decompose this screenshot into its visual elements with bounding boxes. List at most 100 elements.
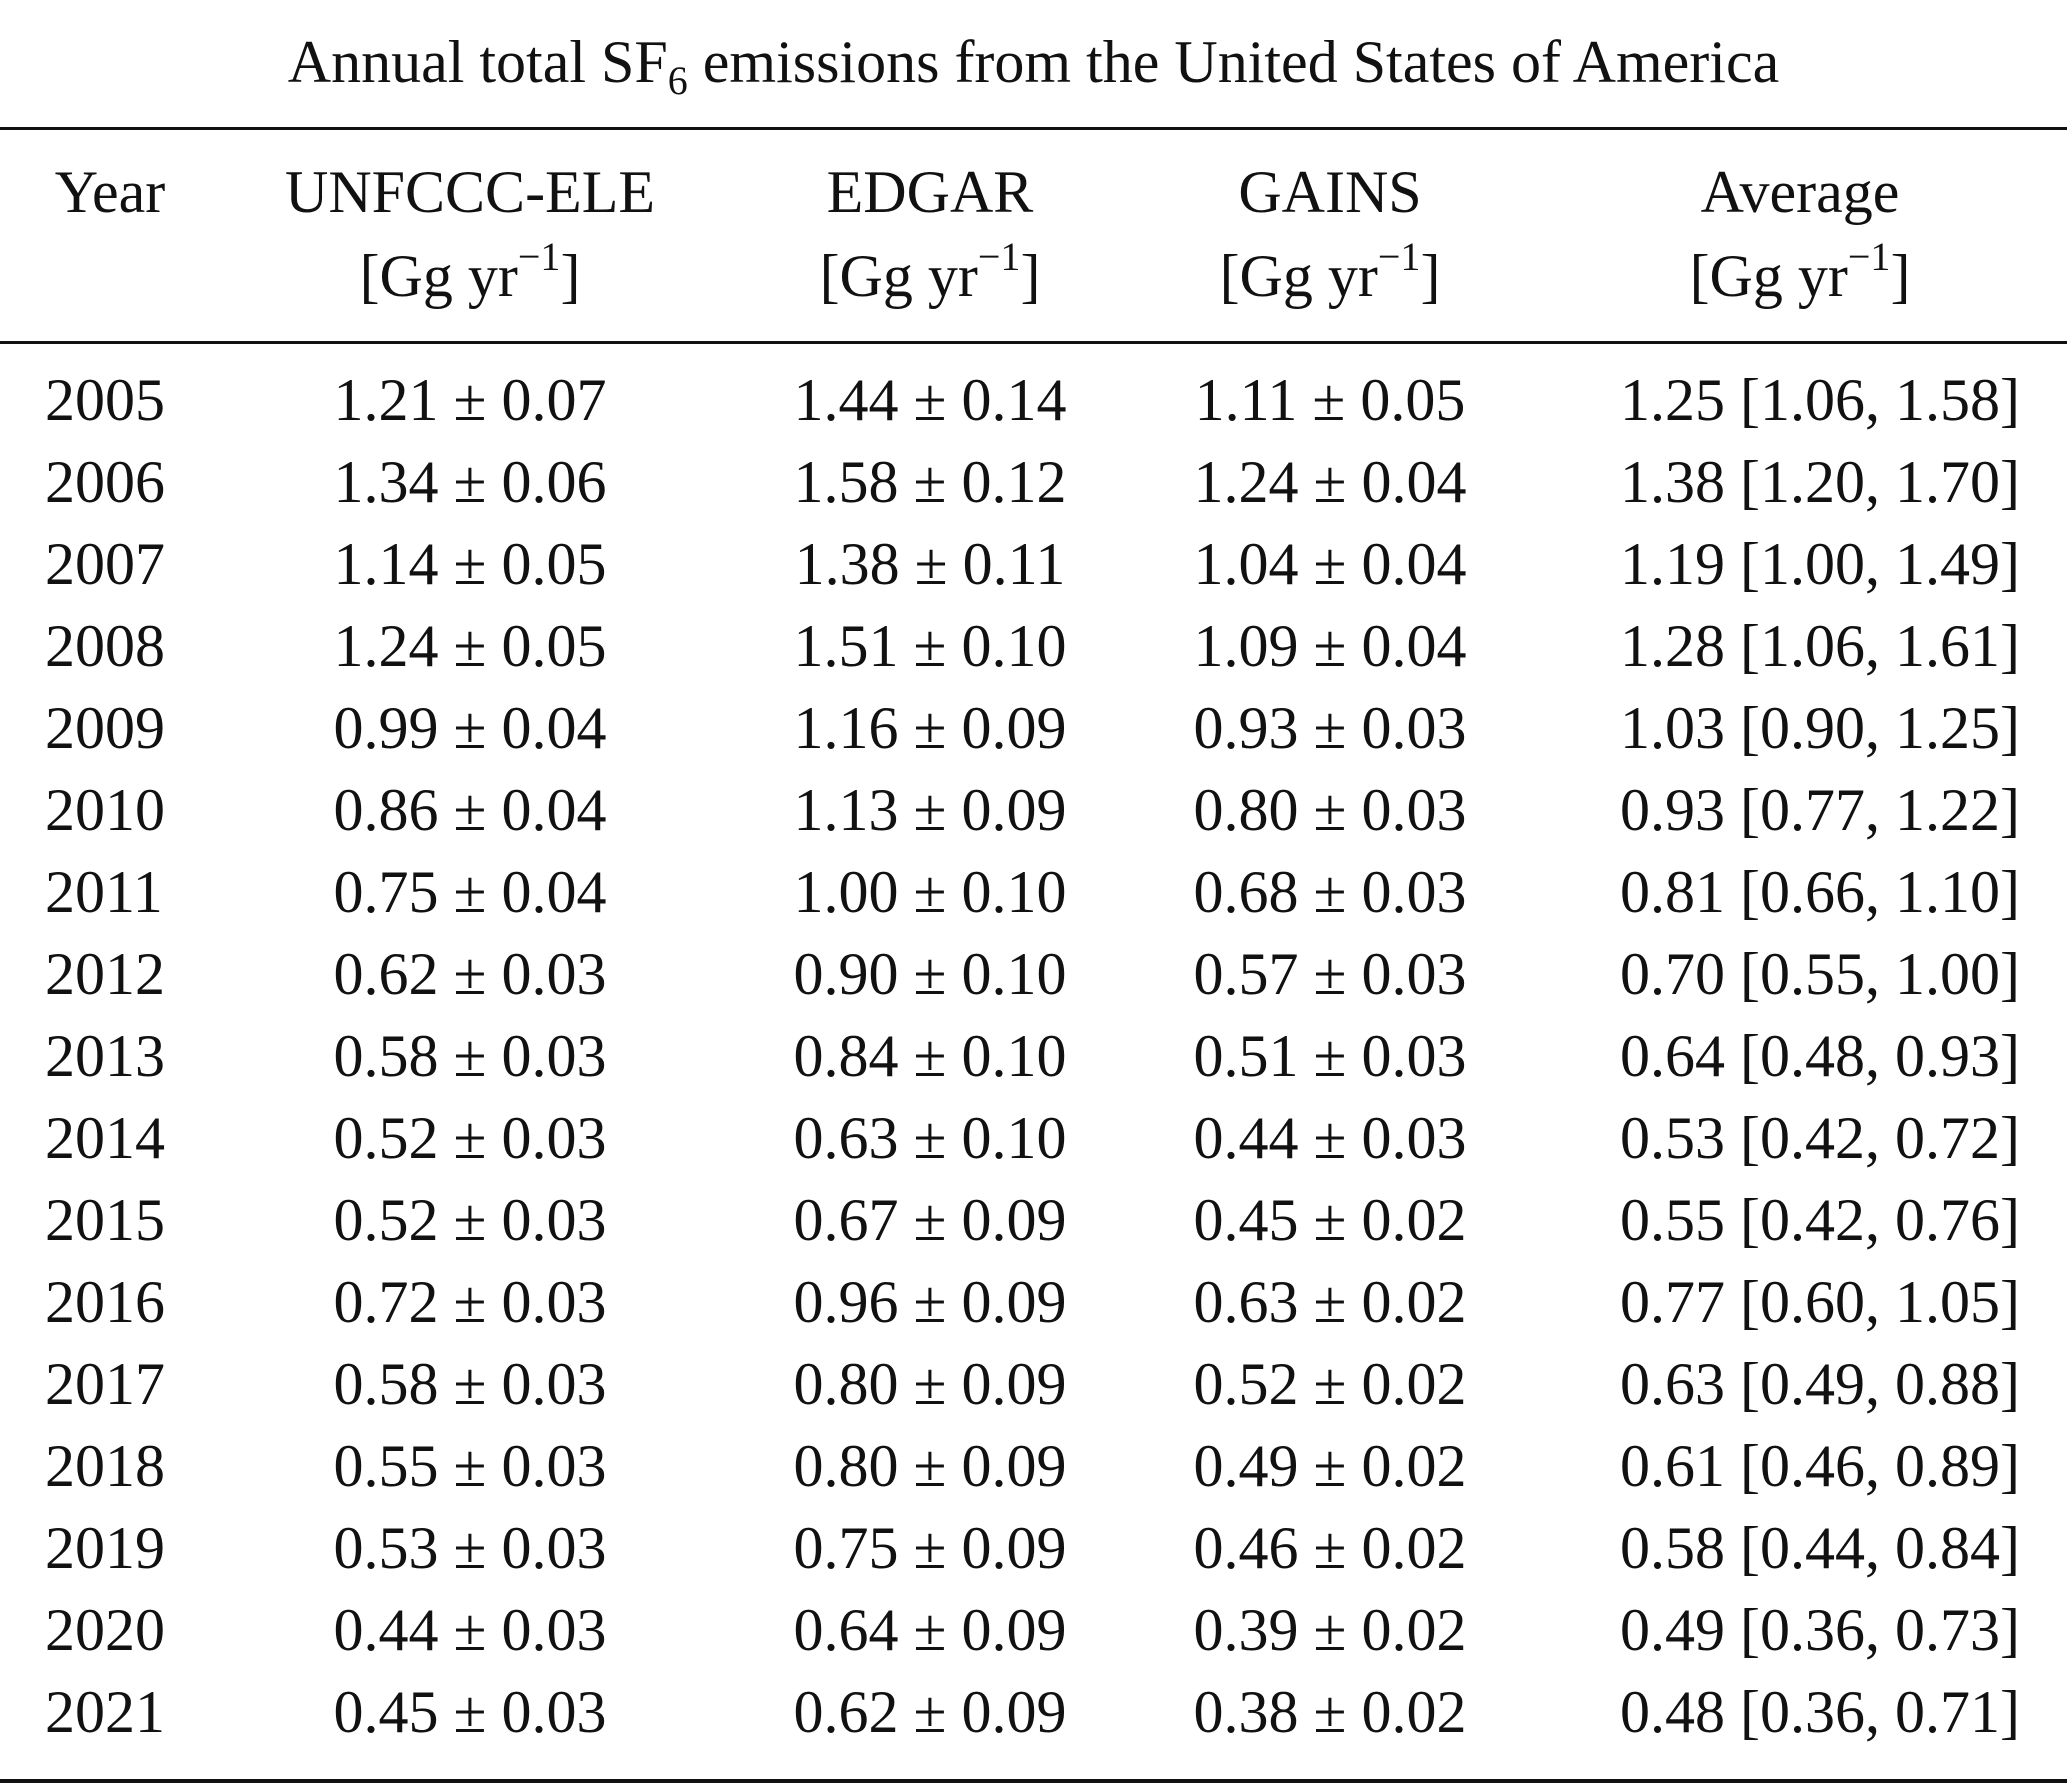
cell-year: 2019	[45, 1515, 165, 1581]
cell-year: 2012	[45, 941, 165, 1007]
cell-unfccc: 0.62 ± 0.03	[333, 941, 607, 1007]
table-row: 2005 1.21 ± 0.07 1.44 ± 0.14 1.11 ± 0.05 1.2…	[0, 359, 2067, 441]
cell-unfccc: 0.45 ± 0.03	[333, 1679, 607, 1745]
cell-unfccc: 0.55 ± 0.03	[333, 1433, 607, 1499]
cell-average: 1.28 [1.06, 1.61]	[1620, 613, 2020, 679]
table-row: 2009 0.99 ± 0.04 1.16 ± 0.09 0.93 ± 0.03 1.0…	[0, 687, 2067, 769]
header-gains-label: GAINS	[1238, 159, 1422, 225]
header-year: Year	[20, 150, 200, 234]
cell-gains: 1.11 ± 0.05	[1194, 367, 1466, 433]
cell-average: 1.38 [1.20, 1.70]	[1620, 449, 2020, 515]
table-row: 2008 1.24 ± 0.05 1.51 ± 0.10 1.09 ± 0.04 1.2…	[0, 605, 2067, 687]
header-unfccc-unit: [Gg yr−1]	[359, 234, 581, 310]
cell-gains: 0.44 ± 0.03	[1193, 1105, 1467, 1171]
cell-year: 2020	[45, 1597, 165, 1663]
cell-year: 2016	[45, 1269, 165, 1335]
cell-unfccc: 0.44 ± 0.03	[333, 1597, 607, 1663]
table-title: Annual total SF6 emissions from the Unit…	[0, 22, 2067, 102]
table-row: 2021 0.45 ± 0.03 0.62 ± 0.09 0.38 ± 0.02 0.4…	[0, 1671, 2067, 1753]
header-edgar-unit: [Gg yr−1]	[819, 234, 1041, 310]
cell-average: 0.93 [0.77, 1.22]	[1620, 777, 2020, 843]
cell-average: 0.53 [0.42, 0.72]	[1620, 1105, 2020, 1171]
cell-edgar: 0.84 ± 0.10	[793, 1023, 1067, 1089]
table-row: 2014 0.52 ± 0.03 0.63 ± 0.10 0.44 ± 0.03 0.5…	[0, 1097, 2067, 1179]
cell-unfccc: 0.58 ± 0.03	[333, 1351, 607, 1417]
table-row: 2006 1.34 ± 0.06 1.58 ± 0.12 1.24 ± 0.04 1.3…	[0, 441, 2067, 523]
header-year-label: Year	[54, 159, 166, 225]
cell-year: 2018	[45, 1433, 165, 1499]
cell-year: 2006	[45, 449, 165, 515]
table-row: 2020 0.44 ± 0.03 0.64 ± 0.09 0.39 ± 0.02 0.4…	[0, 1589, 2067, 1671]
cell-gains: 1.24 ± 0.04	[1193, 449, 1467, 515]
cell-unfccc: 1.21 ± 0.07	[333, 367, 607, 433]
cell-edgar: 1.16 ± 0.09	[793, 695, 1067, 761]
cell-average: 0.64 [0.48, 0.93]	[1620, 1023, 2020, 1089]
header-edgar: EDGAR [Gg yr−1]	[720, 150, 1140, 318]
cell-unfccc: 0.75 ± 0.04	[333, 859, 607, 925]
cell-edgar: 1.44 ± 0.14	[793, 367, 1067, 433]
cell-average: 0.61 [0.46, 0.89]	[1620, 1433, 2020, 1499]
cell-unfccc: 0.52 ± 0.03	[333, 1187, 607, 1253]
cell-year: 2013	[45, 1023, 165, 1089]
cell-edgar: 0.80 ± 0.09	[793, 1351, 1067, 1417]
table-row: 2010 0.86 ± 0.04 1.13 ± 0.09 0.80 ± 0.03 0.9…	[0, 769, 2067, 851]
cell-unfccc: 0.53 ± 0.03	[333, 1515, 607, 1581]
cell-gains: 0.80 ± 0.03	[1193, 777, 1467, 843]
cell-unfccc: 0.58 ± 0.03	[333, 1023, 607, 1089]
cell-gains: 0.57 ± 0.03	[1193, 941, 1467, 1007]
cell-gains: 0.46 ± 0.02	[1193, 1515, 1467, 1581]
cell-unfccc: 0.86 ± 0.04	[333, 777, 607, 843]
cell-year: 2015	[45, 1187, 165, 1253]
cell-gains: 1.09 ± 0.04	[1193, 613, 1467, 679]
cell-unfccc: 0.52 ± 0.03	[333, 1105, 607, 1171]
cell-gains: 1.04 ± 0.04	[1193, 531, 1467, 597]
cell-edgar: 0.80 ± 0.09	[793, 1433, 1067, 1499]
table-row: 2019 0.53 ± 0.03 0.75 ± 0.09 0.46 ± 0.02 0.5…	[0, 1507, 2067, 1589]
header-unfccc-label: UNFCCC-ELE	[284, 159, 656, 225]
header-gains-unit: [Gg yr−1]	[1219, 234, 1441, 310]
cell-gains: 0.45 ± 0.02	[1193, 1187, 1467, 1253]
top-rule	[0, 127, 2067, 130]
table-row: 2015 0.52 ± 0.03 0.67 ± 0.09 0.45 ± 0.02 0.5…	[0, 1179, 2067, 1261]
cell-gains: 0.93 ± 0.03	[1193, 695, 1467, 761]
cell-year: 2009	[45, 695, 165, 761]
table-row: 2017 0.58 ± 0.03 0.80 ± 0.09 0.52 ± 0.02 0.6…	[0, 1343, 2067, 1425]
header-rule	[0, 341, 2067, 344]
cell-edgar: 0.64 ± 0.09	[793, 1597, 1067, 1663]
title-subscript: 6	[667, 58, 688, 103]
cell-edgar: 1.13 ± 0.09	[793, 777, 1067, 843]
header-average-unit: [Gg yr−1]	[1689, 234, 1911, 310]
cell-average: 0.70 [0.55, 1.00]	[1620, 941, 2020, 1007]
cell-year: 2005	[45, 367, 165, 433]
cell-unfccc: 1.24 ± 0.05	[333, 613, 607, 679]
title-main: Annual total SF	[287, 29, 668, 95]
cell-unfccc: 1.14 ± 0.05	[333, 531, 607, 597]
header-gains: GAINS [Gg yr−1]	[1130, 150, 1530, 318]
cell-year: 2007	[45, 531, 165, 597]
table-row: 2012 0.62 ± 0.03 0.90 ± 0.10 0.57 ± 0.03 0.7…	[0, 933, 2067, 1015]
cell-average: 1.19 [1.00, 1.49]	[1620, 531, 2020, 597]
cell-unfccc: 0.72 ± 0.03	[333, 1269, 607, 1335]
cell-edgar: 1.38 ± 0.11	[794, 531, 1066, 597]
cell-average: 1.03 [0.90, 1.25]	[1620, 695, 2020, 761]
cell-average: 0.81 [0.66, 1.10]	[1620, 859, 2020, 925]
table-body: 2005 1.21 ± 0.07 1.44 ± 0.14 1.11 ± 0.05 1.2…	[0, 359, 2067, 1753]
cell-average: 0.55 [0.42, 0.76]	[1620, 1187, 2020, 1253]
table-row: 2011 0.75 ± 0.04 1.00 ± 0.10 0.68 ± 0.03 0.8…	[0, 851, 2067, 933]
cell-edgar: 0.96 ± 0.09	[793, 1269, 1067, 1335]
cell-edgar: 0.62 ± 0.09	[793, 1679, 1067, 1745]
cell-average: 1.25 [1.06, 1.58]	[1620, 367, 2020, 433]
cell-gains: 0.68 ± 0.03	[1193, 859, 1467, 925]
cell-unfccc: 1.34 ± 0.06	[333, 449, 607, 515]
cell-edgar: 0.75 ± 0.09	[793, 1515, 1067, 1581]
title-rest: emissions from the United States of Amer…	[687, 29, 1780, 95]
cell-year: 2008	[45, 613, 165, 679]
cell-gains: 0.49 ± 0.02	[1193, 1433, 1467, 1499]
header-unfccc: UNFCCC-ELE [Gg yr−1]	[250, 150, 690, 318]
table-row: 2007 1.14 ± 0.05 1.38 ± 0.11 1.04 ± 0.04 1.1…	[0, 523, 2067, 605]
cell-year: 2021	[45, 1679, 165, 1745]
cell-unfccc: 0.99 ± 0.04	[333, 695, 607, 761]
cell-year: 2014	[45, 1105, 165, 1171]
cell-year: 2017	[45, 1351, 165, 1417]
table-row: 2016 0.72 ± 0.03 0.96 ± 0.09 0.63 ± 0.02 0.7…	[0, 1261, 2067, 1343]
